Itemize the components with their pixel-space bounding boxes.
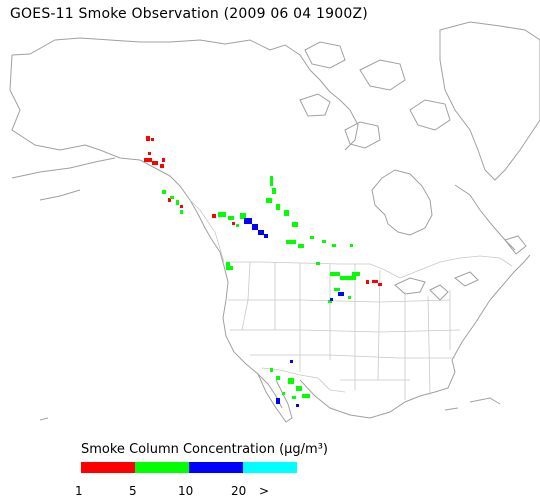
political-borders [189,199,513,400]
legend-swatch-10-20 [189,462,243,473]
legend-colorbar [81,462,297,473]
legend-title: Smoke Column Concentration (μg/m³) [81,442,328,457]
legend-tick-1: 1 [75,484,83,498]
smoke-green [162,176,360,399]
smoke-red [144,136,382,286]
legend-tick-20: 20 [231,484,247,498]
smoke-blue [244,218,344,407]
smoke-map [9,21,540,423]
legend-tick-more: > [259,484,270,498]
legend-swatch-1-5 [81,462,135,473]
legend-swatch-5-10 [135,462,189,473]
legend-tick-10: 10 [178,484,194,498]
smoke-pixels [144,136,382,407]
legend-swatch-20-plus [243,462,297,473]
map-title: GOES-11 Smoke Observation (2009 06 04 19… [10,6,368,22]
coastlines [9,21,540,423]
legend-tick-5: 5 [129,484,137,498]
